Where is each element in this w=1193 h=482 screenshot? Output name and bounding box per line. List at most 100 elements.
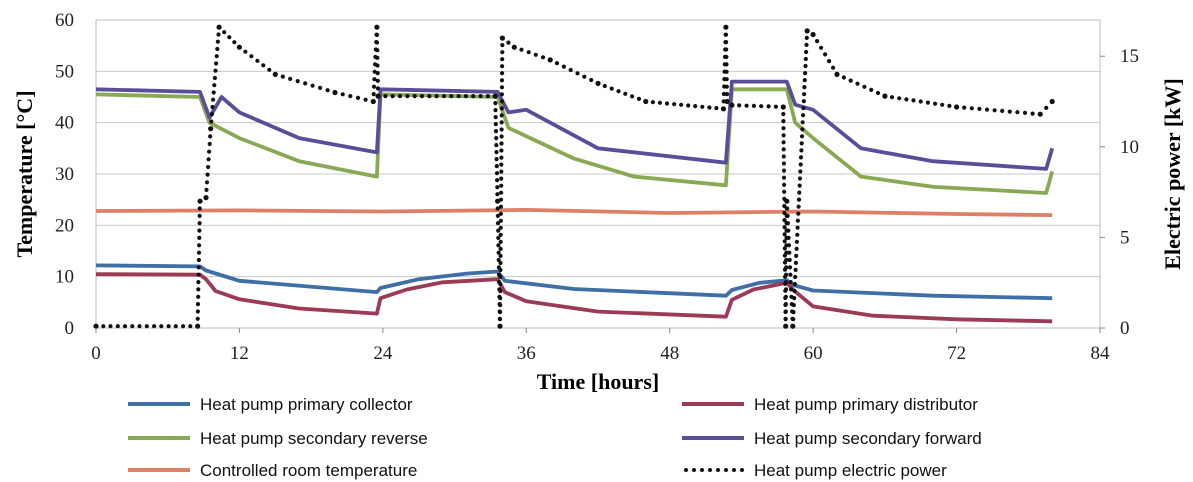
power-dot (495, 213, 500, 218)
power-point (499, 35, 505, 41)
power-dot (196, 257, 201, 263)
power-dot (796, 204, 801, 209)
power-dot (636, 96, 642, 101)
legend-swatch-dot (708, 468, 712, 472)
power-dot (793, 260, 799, 265)
power-dot (499, 78, 505, 83)
power-dot (204, 187, 209, 192)
power-dot (204, 180, 210, 185)
power-dot (831, 65, 836, 70)
power-dot (797, 176, 803, 181)
power-dot (303, 81, 308, 86)
power-dot (130, 324, 135, 329)
power-dot (280, 74, 285, 79)
power-dot (355, 95, 361, 100)
power-point (492, 93, 498, 99)
power-dot (499, 162, 504, 167)
power-dot (493, 122, 498, 127)
power-dot (1015, 110, 1020, 115)
power-dot (785, 221, 791, 226)
power-dot (568, 67, 573, 73)
power-dot (495, 206, 500, 211)
power-dot (494, 136, 499, 141)
power-dot (827, 59, 832, 64)
power-dot (441, 94, 447, 99)
power-dot (196, 272, 201, 277)
power-dot (374, 32, 380, 38)
power-dot (261, 63, 266, 68)
power-dot (787, 257, 792, 263)
power-dot (498, 211, 503, 216)
power-dot (724, 77, 729, 82)
power-dot (499, 106, 504, 111)
power-dot (371, 84, 377, 89)
power-point (197, 198, 203, 204)
power-point (834, 71, 840, 77)
power-dot (784, 272, 789, 277)
power-dot (855, 81, 860, 86)
power-dot (375, 40, 380, 45)
power-dot (209, 112, 214, 117)
power-dot (788, 280, 793, 285)
power-dot (575, 71, 580, 76)
power-dot (173, 324, 178, 329)
power-dot (783, 316, 788, 321)
power-dot (195, 302, 201, 307)
power-dot (782, 239, 787, 244)
power-dot (101, 324, 106, 329)
power-dot (723, 32, 729, 37)
power-dot (801, 106, 806, 111)
power-dot (497, 317, 503, 322)
power-dot (206, 164, 211, 170)
y-left-tick-label: 0 (65, 318, 75, 339)
power-dot (791, 317, 796, 322)
plot-frame (95, 19, 1101, 329)
power-dot (803, 56, 808, 62)
power-point (643, 98, 649, 105)
power-dot (205, 172, 210, 177)
power-dot (214, 54, 219, 59)
power-dot (519, 47, 524, 52)
power-point (882, 93, 888, 99)
power-dot (819, 45, 824, 50)
y-right-tick-label: 5 (1120, 227, 1130, 248)
legend: Heat pump primary collector Heat pump pri… (128, 395, 982, 480)
power-dot (589, 77, 594, 83)
power-dot (679, 102, 684, 107)
legend-label: Heat pump primary distributor (754, 395, 978, 414)
power-dot (371, 92, 376, 97)
power-dot (781, 161, 787, 166)
power-dot (781, 175, 787, 180)
power-dot (781, 154, 786, 159)
power-dot (498, 303, 503, 308)
power-dot (166, 324, 171, 329)
power-dot (700, 104, 705, 109)
power-dot (940, 102, 945, 107)
power-point (370, 98, 376, 105)
power-dot (255, 58, 260, 63)
power-dot (232, 40, 237, 45)
power-dot (721, 91, 727, 97)
power-dot (310, 83, 315, 88)
power-point (511, 44, 517, 50)
power-dot (288, 76, 293, 81)
power-dot (707, 105, 712, 110)
power-dot (801, 99, 806, 104)
power-dot (197, 206, 202, 211)
power-dot (977, 106, 982, 111)
power-dot (798, 155, 804, 160)
power-dot (213, 68, 218, 73)
power-dot (499, 190, 504, 195)
power-dot (498, 310, 503, 315)
power-dot (801, 113, 806, 118)
y-left-tick-label: 10 (55, 267, 74, 288)
power-dot (494, 143, 499, 148)
power-dot (799, 141, 804, 146)
power-dot (794, 246, 799, 251)
power-point (374, 24, 380, 30)
power-dot (375, 63, 380, 68)
power-point (332, 89, 338, 96)
power-dot (791, 303, 796, 308)
power-dot (786, 235, 791, 240)
power-dot (499, 85, 505, 90)
